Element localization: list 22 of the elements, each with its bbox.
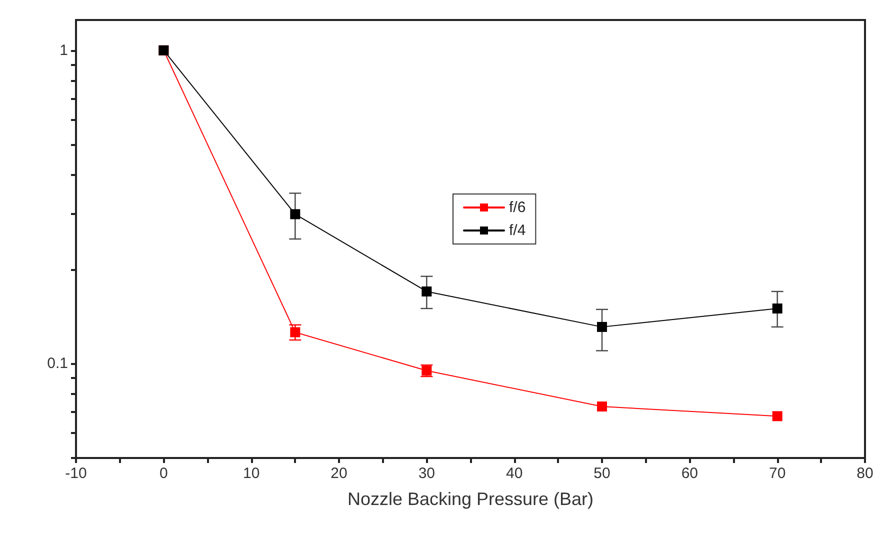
x-tick-label: 70: [768, 465, 786, 482]
point: [597, 322, 607, 332]
y-tick-label: 1: [60, 42, 68, 59]
point: [597, 402, 607, 412]
x-tick-label: 30: [418, 465, 436, 482]
point: [772, 411, 782, 422]
x-tick-label: 60: [681, 465, 698, 482]
x-tick-label: 20: [330, 465, 348, 482]
point: [290, 327, 300, 338]
point: [422, 286, 432, 296]
x-tick-label: 10: [242, 465, 260, 482]
x-tick-label: 50: [594, 465, 610, 482]
x-tick-label: -10: [65, 465, 87, 482]
x-axis-title: Nozzle Backing Pressure (Bar): [347, 489, 594, 509]
point: [290, 209, 300, 220]
legend-label: f/4: [509, 222, 526, 239]
point: [772, 304, 782, 314]
x-tick-label: 40: [506, 465, 523, 482]
x-tick-label: 80: [856, 465, 874, 482]
legend-label: f/6: [509, 199, 526, 216]
x-tick-label: 0: [159, 465, 168, 482]
y-tick-label: 0.1: [47, 355, 68, 372]
